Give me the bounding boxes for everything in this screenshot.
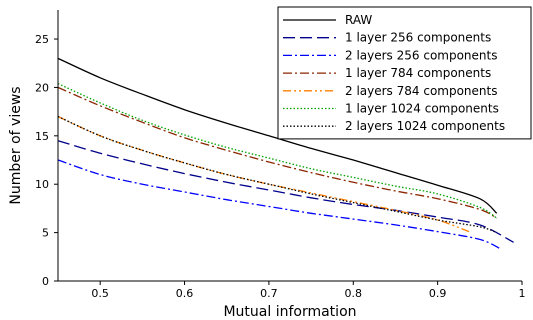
y-tick-label: 15 <box>35 130 49 143</box>
series-line-2-layers-784-components <box>57 115 472 234</box>
x-tick-label: 0.6 <box>176 287 194 300</box>
legend-label-1-layer-256-components: 1 layer 256 components <box>345 31 491 45</box>
x-tick-label: 0.7 <box>260 287 278 300</box>
x-tick-label: 0.8 <box>345 287 363 300</box>
x-axis-label: Mutual information <box>223 304 356 320</box>
y-tick-label: 25 <box>35 33 49 46</box>
legend: RAW 1 layer 256 components 2 layers 256 co… <box>277 6 532 140</box>
x-tick-label: 0.9 <box>429 287 447 300</box>
legend-label-2-layers-1024-components: 2 layers 1024 components <box>345 119 505 133</box>
series-line-2-layers-256-components <box>57 159 502 250</box>
series-line-1-layer-784-components <box>57 86 498 219</box>
y-tick-label: 10 <box>35 178 49 191</box>
y-tick-label: 5 <box>42 227 49 240</box>
y-axis-label: Number of views <box>8 86 24 204</box>
legend-label-2-layers-256-components: 2 layers 256 components <box>345 48 497 62</box>
y-tick-label: 0 <box>42 275 49 288</box>
legend-label-1-layer-1024-components: 1 layer 1024 components <box>345 102 499 116</box>
legend-label-1-layer-784-components: 1 layer 784 components <box>345 66 491 80</box>
plot-area <box>57 57 514 250</box>
x-axis: 0.5 0.6 0.7 0.8 0.9 1 <box>58 280 526 300</box>
series-line-1-layer-256-components <box>57 140 514 243</box>
y-tick-label: 20 <box>35 81 49 94</box>
legend-label-2-layers-784-components: 2 layers 784 components <box>345 84 497 98</box>
series-line-1-layer-1024-components <box>57 83 498 219</box>
x-tick-label: 1 <box>519 287 526 300</box>
y-axis: 0 5 10 15 20 25 <box>35 10 59 288</box>
x-tick-label: 0.5 <box>91 287 109 300</box>
series-line-raw <box>57 57 498 214</box>
legend-label-raw: RAW <box>345 13 372 27</box>
